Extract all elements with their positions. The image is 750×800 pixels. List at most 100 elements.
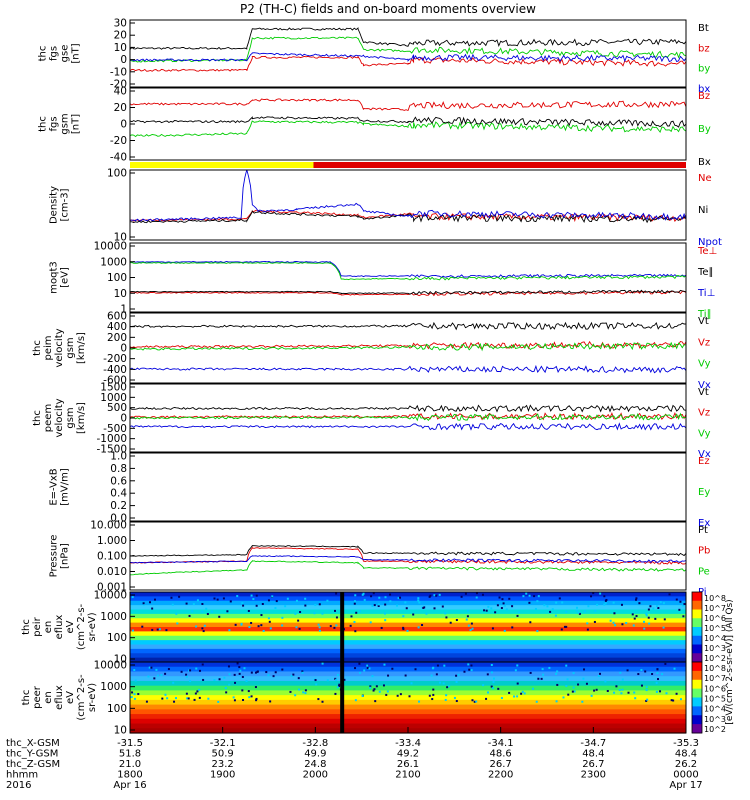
y-axis-label-line: [nT]	[71, 114, 82, 134]
spectrogram-speckle	[399, 596, 402, 599]
colorbar-tick-label: 10^5	[704, 695, 726, 704]
spectrogram-speckle	[268, 620, 271, 623]
y-axis-label-line: (cm^2-s-	[76, 674, 87, 721]
spectrogram-speckle	[421, 624, 424, 627]
x-tick-label: 48.4	[582, 749, 604, 760]
y-tick-label: -600	[103, 375, 127, 387]
y-axis-label-line: [nPa]	[60, 543, 71, 569]
spectrogram-speckle	[590, 595, 593, 598]
spectrogram-band	[130, 609, 686, 615]
legend-entry-Ez: Ez	[698, 456, 710, 467]
spectrogram-speckle	[464, 592, 467, 595]
panel-frame	[129, 521, 687, 591]
spectrogram-speckle	[514, 669, 517, 672]
spectrogram-speckle	[389, 593, 392, 596]
spectrogram-band	[130, 676, 686, 682]
spectrogram-speckle	[606, 689, 609, 692]
spectrogram-speckle	[556, 683, 559, 686]
spectrogram-speckle	[604, 599, 607, 602]
colorbar-tick-label: 10^3	[704, 715, 726, 724]
spectrogram-speckle	[455, 700, 458, 703]
spectrogram-speckle	[242, 604, 245, 607]
spectrogram-speckle	[170, 596, 173, 599]
spectrogram-speckle	[205, 607, 208, 610]
spectrogram-speckle	[432, 688, 435, 691]
y-axis-label-line: [eV]	[60, 267, 71, 288]
y-axis-label-line: [km/s]	[76, 402, 87, 434]
spectrogram-speckle	[267, 599, 270, 602]
data-gap	[340, 592, 345, 662]
spectrogram-speckle	[373, 688, 376, 691]
series-line-Te⊥	[129, 290, 687, 297]
spectrogram-speckle	[260, 624, 263, 627]
spectrogram-speckle	[156, 674, 159, 677]
legend-entry-Vx: Vx	[698, 449, 711, 460]
colorbar-frame	[691, 661, 703, 734]
x-tick-label: 23.2	[212, 759, 234, 770]
spectrogram-speckle	[267, 617, 270, 620]
spectrogram-speckle	[250, 671, 253, 674]
y-tick-label: 10	[114, 654, 127, 666]
y-axis-label-line: en	[43, 691, 54, 704]
panel-frame	[129, 452, 687, 522]
spectrogram-speckle	[576, 606, 579, 609]
spectrogram-speckle	[196, 690, 199, 693]
colorbar-segment	[692, 635, 702, 645]
y-axis-label-line: gse	[60, 45, 71, 63]
spectrogram-speckle	[473, 700, 476, 703]
spectrogram-speckle	[185, 692, 188, 695]
spectrogram-speckle	[193, 698, 196, 701]
spectrogram-speckle	[165, 629, 168, 632]
x-tick-label: -33.4	[395, 738, 421, 749]
series-line-by	[129, 36, 687, 63]
spectrogram-speckle	[596, 603, 599, 606]
spectrogram-speckle	[657, 678, 660, 681]
legend-entry-Vz: Vz	[698, 408, 710, 419]
legend-entry-Pe: Pe	[698, 566, 710, 577]
spectrogram-speckle	[383, 663, 386, 666]
spectrogram-speckle	[645, 614, 648, 617]
spectrogram-speckle	[148, 666, 151, 669]
spectrogram-speckle	[234, 681, 237, 684]
spectrogram-speckle	[188, 614, 191, 617]
spectrogram-speckle	[640, 684, 643, 687]
y-axis-label-line: [cm-3]	[60, 188, 71, 221]
spectrogram-speckle	[391, 667, 394, 670]
spectrogram-speckle	[485, 697, 488, 700]
spectrogram-speckle	[187, 697, 190, 700]
spectrogram-speckle	[261, 603, 264, 606]
y-tick-label: 20	[114, 102, 127, 114]
y-axis-label-line: [mV/m]	[60, 468, 71, 506]
x-tick-label: 49.2	[397, 749, 419, 760]
spectrogram-speckle	[417, 599, 420, 602]
spectrogram-speckle	[556, 670, 559, 673]
y-tick-label: 1000	[100, 681, 127, 693]
y-axis-label-line: sr-eV)	[87, 612, 98, 641]
spectrogram-speckle	[429, 594, 432, 597]
spectrogram-speckle	[656, 668, 659, 671]
spectrogram-band	[130, 653, 686, 659]
y-tick-label: 10	[114, 232, 127, 244]
spectrogram-speckle	[228, 629, 231, 632]
spectrogram-speckle	[371, 604, 374, 607]
spectrogram-speckle	[372, 689, 375, 692]
spectrogram-speckle	[621, 623, 624, 626]
x-tick-label: Apr 16	[113, 780, 146, 791]
x-tick-label: 2300	[581, 770, 606, 781]
spectrogram-speckle	[633, 691, 636, 694]
spectrogram-speckle	[599, 672, 602, 675]
spectrogram-speckle	[533, 595, 536, 598]
spectrogram-speckle	[395, 604, 398, 607]
figure-title: P2 (TH-C) fields and on-board moments ov…	[240, 2, 536, 16]
spectrogram-speckle	[490, 685, 493, 688]
spectrogram-speckle	[241, 602, 244, 605]
spectrogram-speckle	[377, 604, 380, 607]
series-line-Pi	[130, 555, 687, 564]
y-axis-label-line: thc	[32, 410, 43, 426]
spectrogram-speckle	[295, 599, 298, 602]
spectrogram-speckle	[374, 700, 377, 703]
spectrogram-band	[130, 613, 686, 619]
spectrogram-speckle	[490, 671, 493, 674]
spectrogram-speckle	[131, 629, 134, 632]
